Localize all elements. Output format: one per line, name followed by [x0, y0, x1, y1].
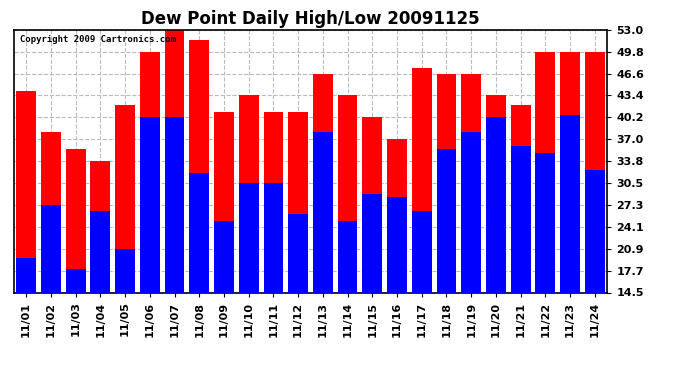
Bar [511, 146, 531, 375]
Bar [486, 117, 506, 375]
Bar [140, 52, 159, 375]
Bar [90, 211, 110, 375]
Bar [387, 197, 407, 375]
Bar [313, 74, 333, 375]
Bar [288, 214, 308, 375]
Bar [115, 105, 135, 375]
Bar [189, 40, 209, 375]
Bar [362, 194, 382, 375]
Bar [362, 117, 382, 375]
Bar [41, 205, 61, 375]
Title: Dew Point Daily High/Low 20091125: Dew Point Daily High/Low 20091125 [141, 10, 480, 28]
Bar [140, 117, 159, 375]
Bar [41, 132, 61, 375]
Bar [585, 52, 604, 375]
Bar [90, 161, 110, 375]
Bar [560, 52, 580, 375]
Bar [462, 74, 481, 375]
Bar [313, 132, 333, 375]
Bar [165, 117, 184, 375]
Bar [560, 115, 580, 375]
Text: Copyright 2009 Cartronics.com: Copyright 2009 Cartronics.com [20, 35, 176, 44]
Bar [189, 173, 209, 375]
Bar [337, 96, 357, 375]
Bar [462, 132, 481, 375]
Bar [535, 153, 555, 375]
Bar [115, 249, 135, 375]
Bar [437, 74, 456, 375]
Bar [535, 52, 555, 375]
Bar [437, 149, 456, 375]
Bar [17, 258, 36, 375]
Bar [412, 211, 432, 375]
Bar [17, 92, 36, 375]
Bar [511, 105, 531, 375]
Bar [337, 221, 357, 375]
Bar [66, 149, 86, 375]
Bar [66, 268, 86, 375]
Bar [239, 183, 259, 375]
Bar [412, 68, 432, 375]
Bar [165, 30, 184, 375]
Bar [214, 112, 234, 375]
Bar [214, 221, 234, 375]
Bar [239, 96, 259, 375]
Bar [486, 96, 506, 375]
Bar [264, 112, 284, 375]
Bar [264, 183, 284, 375]
Bar [387, 139, 407, 375]
Bar [585, 170, 604, 375]
Bar [288, 112, 308, 375]
